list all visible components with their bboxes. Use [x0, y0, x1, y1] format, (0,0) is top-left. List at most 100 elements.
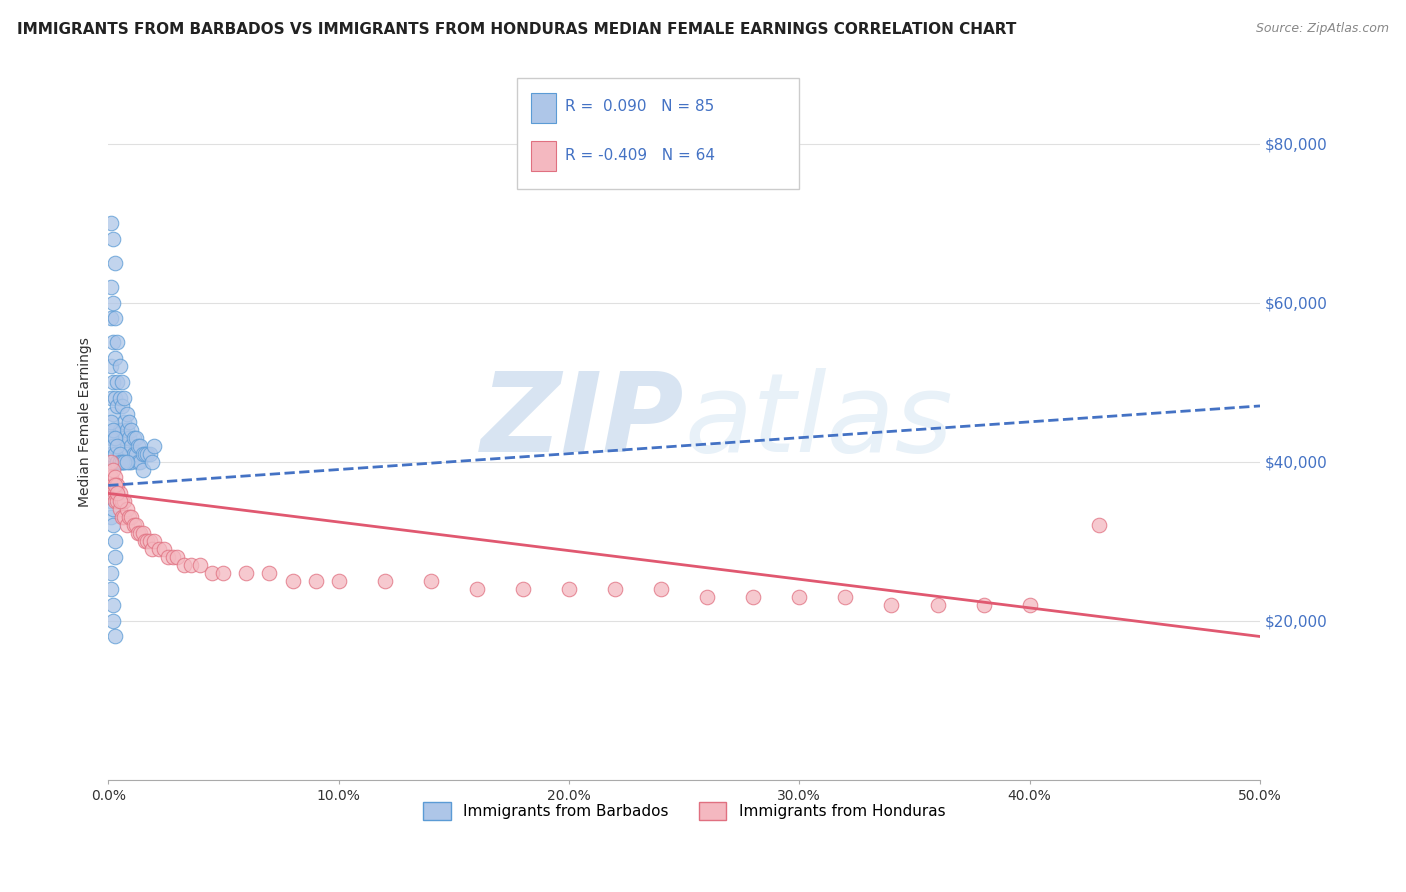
Point — [834, 590, 856, 604]
Legend: Immigrants from Barbados, Immigrants from Honduras: Immigrants from Barbados, Immigrants fro… — [418, 796, 952, 826]
Point — [101, 423, 124, 437]
Point — [650, 582, 672, 596]
Point — [101, 375, 124, 389]
Point — [107, 399, 129, 413]
Point — [104, 454, 127, 468]
Point — [101, 486, 124, 500]
Point — [101, 439, 124, 453]
Point — [122, 447, 145, 461]
Point — [111, 439, 134, 453]
Point — [107, 454, 129, 468]
Point — [143, 439, 166, 453]
Point — [104, 423, 127, 437]
Point — [100, 494, 122, 508]
Point — [104, 494, 127, 508]
Point — [100, 311, 122, 326]
Point — [157, 549, 180, 564]
Point — [129, 526, 152, 541]
Point — [100, 431, 122, 445]
Point — [111, 375, 134, 389]
Point — [108, 486, 131, 500]
Point — [104, 431, 127, 445]
Point — [111, 423, 134, 437]
Point — [107, 478, 129, 492]
Point — [107, 431, 129, 445]
Point — [927, 598, 949, 612]
Point — [141, 542, 163, 557]
FancyBboxPatch shape — [531, 141, 557, 171]
Point — [104, 391, 127, 405]
Point — [465, 582, 488, 596]
Point — [115, 423, 138, 437]
Point — [104, 311, 127, 326]
Point — [104, 256, 127, 270]
Point — [108, 359, 131, 374]
Point — [132, 526, 155, 541]
Point — [101, 431, 124, 445]
Point — [129, 439, 152, 453]
Point — [107, 335, 129, 350]
Point — [259, 566, 281, 580]
Point — [141, 454, 163, 468]
Point — [115, 502, 138, 516]
Point — [104, 534, 127, 549]
Point — [112, 391, 135, 405]
Point — [125, 518, 148, 533]
Text: R = -0.409   N = 64: R = -0.409 N = 64 — [565, 148, 716, 163]
Point — [108, 502, 131, 516]
Point — [104, 549, 127, 564]
Point — [104, 478, 127, 492]
Point — [104, 630, 127, 644]
Point — [107, 439, 129, 453]
Point — [101, 407, 124, 421]
Point — [104, 470, 127, 484]
Point — [100, 566, 122, 580]
Point — [281, 574, 304, 588]
Text: atlas: atlas — [685, 368, 953, 475]
Point — [107, 375, 129, 389]
Point — [558, 582, 581, 596]
Point — [108, 454, 131, 468]
Point — [120, 510, 142, 524]
Point — [107, 454, 129, 468]
Point — [108, 423, 131, 437]
Point — [603, 582, 626, 596]
Point — [122, 518, 145, 533]
Point — [112, 431, 135, 445]
Point — [101, 454, 124, 468]
Point — [118, 415, 141, 429]
Point — [328, 574, 350, 588]
Point — [1087, 518, 1109, 533]
Point — [152, 542, 174, 557]
Point — [696, 590, 718, 604]
Point — [108, 447, 131, 461]
Point — [115, 518, 138, 533]
Point — [118, 510, 141, 524]
FancyBboxPatch shape — [531, 94, 557, 123]
Point — [108, 494, 131, 508]
Point — [115, 407, 138, 421]
Point — [101, 598, 124, 612]
Point — [880, 598, 903, 612]
Point — [173, 558, 195, 572]
Point — [120, 439, 142, 453]
Point — [100, 510, 122, 524]
Point — [118, 454, 141, 468]
Point — [115, 454, 138, 468]
Point — [235, 566, 257, 580]
Text: ZIP: ZIP — [481, 368, 685, 475]
Y-axis label: Median Female Earnings: Median Female Earnings — [79, 337, 93, 507]
Point — [374, 574, 396, 588]
Point — [101, 518, 124, 533]
Point — [111, 510, 134, 524]
Point — [107, 486, 129, 500]
Point — [1018, 598, 1040, 612]
Point — [118, 431, 141, 445]
Point — [787, 590, 810, 604]
Point — [111, 454, 134, 468]
Point — [973, 598, 995, 612]
Point — [100, 216, 122, 230]
Point — [111, 494, 134, 508]
Point — [162, 549, 184, 564]
Point — [108, 391, 131, 405]
